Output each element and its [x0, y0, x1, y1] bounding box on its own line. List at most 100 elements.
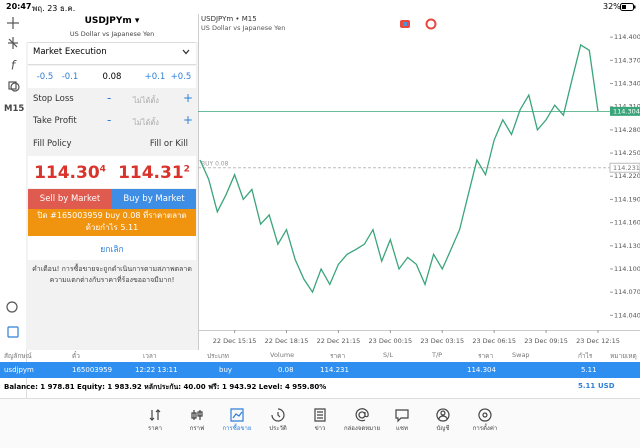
- price-chart: USDJPYm • M15 US Dollar vs Japanese Yen …: [198, 14, 640, 345]
- bid-price-label: 114.304: [613, 107, 640, 115]
- position-cell: 0.08: [278, 366, 294, 374]
- symbol-header[interactable]: [26, 14, 198, 42]
- y-tick-label: 114.310: [614, 103, 640, 111]
- volume-step[interactable]: +0.5: [170, 72, 192, 82]
- tab-icon[interactable]: [271, 408, 285, 422]
- column-header: Swap: [512, 351, 530, 359]
- chevron: [182, 49, 190, 55]
- column-header: Volume: [270, 351, 295, 359]
- take-profit-plus[interactable]: +: [183, 113, 194, 127]
- take-profit-minus[interactable]: -: [107, 113, 112, 127]
- tab-label[interactable]: แชท: [396, 425, 408, 432]
- status-date: พฤ. 23 ธ.ค.: [32, 4, 76, 13]
- chart-subtitle: US Dollar vs Japanese Yen: [201, 24, 285, 32]
- tab-icon[interactable]: [149, 409, 161, 421]
- position-cell: 165003959: [72, 366, 113, 374]
- account-summary: Balance: 1 978.81 Equity: 1 983.92 หลักป…: [4, 383, 327, 391]
- position-line-label: BUY 0.08: [201, 160, 229, 167]
- stop-loss-minus[interactable]: -: [107, 91, 112, 105]
- y-tick-label: 114.370: [614, 56, 640, 64]
- x-tick-label: 23 Dec 12:15: [576, 337, 620, 345]
- search-icon[interactable]: [6, 301, 18, 313]
- tab-label[interactable]: การซื้อขาย: [222, 425, 252, 432]
- tab-icon[interactable]: [478, 408, 492, 422]
- stop-loss-label: Stop Loss: [33, 94, 74, 104]
- tab-icon[interactable]: [436, 408, 450, 422]
- bid-price: 114.304: [28, 163, 112, 183]
- column-header: กำไร: [578, 352, 593, 360]
- tab-icon[interactable]: [395, 409, 409, 423]
- price-line: [199, 43, 599, 294]
- position-cell: 5.11: [581, 366, 597, 374]
- tab-label[interactable]: ประวัติ: [269, 425, 287, 432]
- x-tick-label: 23 Dec 09:15: [524, 337, 568, 345]
- position-cell: 114.231: [320, 366, 349, 374]
- timeframe[interactable]: M15: [4, 104, 25, 114]
- new-order-icon[interactable]: [7, 326, 19, 338]
- y-tick-label: 114.280: [614, 126, 640, 134]
- x-tick-label: 23 Dec 06:15: [472, 337, 516, 345]
- volume-step[interactable]: -0.5: [36, 72, 54, 82]
- y-tick-label: 114.070: [614, 288, 640, 296]
- column-header: T/P: [432, 351, 443, 359]
- y-tick-label: 114.160: [614, 219, 640, 227]
- volume-step[interactable]: -0.1: [61, 72, 79, 82]
- position-cell: usdjpym: [4, 366, 34, 374]
- volume-row: [28, 66, 196, 88]
- close-position-button[interactable]: ปิด #165003959 buy 0.08 ที่ราคาตลาดด้วยก…: [28, 209, 196, 236]
- cancel-button[interactable]: ยกเลิก: [100, 245, 124, 255]
- tab-icon[interactable]: [355, 408, 369, 422]
- column-header: ราคา: [330, 352, 346, 360]
- one-click-icon-inner: [403, 22, 407, 26]
- tab-label[interactable]: ข่าว: [314, 425, 326, 432]
- tab-icon[interactable]: [314, 408, 326, 422]
- y-tick-label: 114.130: [614, 242, 640, 250]
- volume-step[interactable]: +0.1: [144, 72, 166, 82]
- position-row[interactable]: [0, 362, 640, 378]
- tab-label[interactable]: บัญชี: [436, 425, 450, 432]
- stop-loss-value[interactable]: ไม่ได้ตั้ง: [133, 96, 159, 105]
- total-profit: 5.11: [578, 382, 596, 390]
- y-tick-label: 114.100: [614, 265, 640, 273]
- column-header: ประเภท: [207, 352, 229, 360]
- volume-step[interactable]: 0.08: [102, 72, 122, 82]
- execution-row[interactable]: [28, 42, 196, 65]
- column-header: เวลา: [143, 352, 157, 360]
- order-description: US Dollar vs Japanese Yen: [69, 30, 155, 38]
- tab-label[interactable]: กราฟ: [189, 425, 205, 432]
- battery-level: 32%: [603, 2, 621, 11]
- price-box: [28, 156, 196, 188]
- buy-button[interactable]: Buy by Market: [112, 189, 196, 209]
- tab-icon[interactable]: [230, 408, 244, 422]
- x-tick-label: 23 Dec 00:15: [368, 337, 412, 345]
- position-cell: buy: [219, 366, 233, 374]
- position-cell: 114.304: [467, 366, 496, 374]
- order-symbol: USDJPYm: [84, 16, 132, 26]
- x-tick-label: 23 Dec 03:15: [420, 337, 464, 345]
- chart-title: USDJPYm • M15: [201, 15, 257, 23]
- shapes-icon[interactable]: [8, 81, 20, 92]
- column-header: สัญลักษณ์: [4, 352, 32, 360]
- bid-small: 4: [99, 164, 106, 175]
- crosshair-icon[interactable]: [7, 17, 19, 29]
- take-profit-label: Take Profit: [33, 116, 77, 126]
- sell-button[interactable]: Sell by Market: [28, 189, 112, 209]
- x-tick-label: 22 Dec 21:15: [317, 337, 361, 345]
- fill-policy-value[interactable]: Fill or Kill: [149, 139, 188, 149]
- tab-label[interactable]: การตั้งค่า: [472, 425, 498, 432]
- y-tick-label: 114.040: [614, 311, 640, 319]
- take-profit-value[interactable]: ไม่ได้ตั้ง: [133, 118, 159, 127]
- tab-label[interactable]: ราคา: [148, 425, 162, 432]
- ask-small: 2: [183, 164, 190, 175]
- indicators-icon[interactable]: f: [11, 59, 17, 73]
- tab-icon[interactable]: [191, 410, 203, 420]
- status-time: 20:47: [6, 2, 32, 11]
- alert-icon[interactable]: [425, 18, 437, 30]
- position-price-box: [609, 162, 640, 173]
- objects-icon[interactable]: [8, 37, 18, 49]
- column-header: ราคา: [478, 352, 494, 360]
- fill-policy-label: Fill Policy: [33, 139, 72, 149]
- stop-loss-plus[interactable]: +: [183, 91, 194, 105]
- tab-label[interactable]: กล่องจดหมาย: [343, 425, 381, 432]
